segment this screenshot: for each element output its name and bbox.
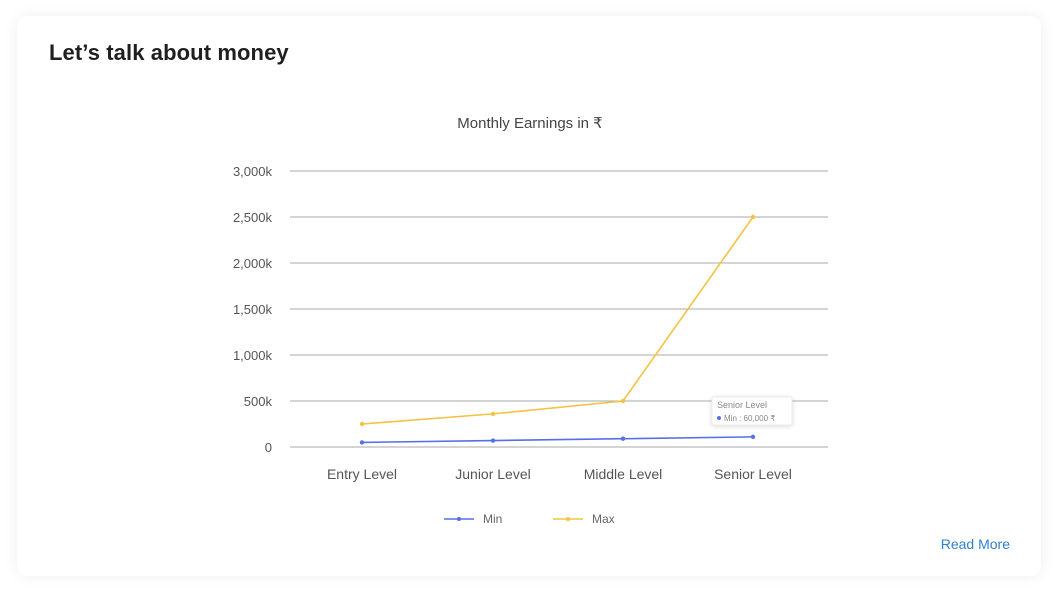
read-more-link[interactable]: Read More — [940, 536, 1010, 552]
data-point-max[interactable] — [490, 411, 496, 417]
x-tick-label: Junior Level — [455, 466, 531, 482]
x-tick-label: Senior Level — [714, 466, 792, 482]
y-tick-label: 0 — [265, 440, 272, 455]
tooltip-value: Min : 60,000 ₹ — [724, 414, 775, 423]
earnings-card: Let’s talk about money Read More — [17, 16, 1041, 576]
tooltip-title: Senior Level — [717, 400, 767, 410]
data-point-min[interactable] — [490, 438, 496, 443]
y-tick-label: 1,000k — [233, 348, 273, 363]
x-tick-label: Entry Level — [327, 466, 397, 482]
y-tick-label: 500k — [244, 394, 273, 409]
chart-title: Monthly Earnings in ₹ — [457, 115, 602, 132]
data-point-max[interactable] — [359, 421, 365, 427]
legend-marker-max — [566, 517, 570, 521]
data-point-min[interactable] — [359, 440, 365, 445]
tooltip-swatch — [717, 416, 721, 420]
x-tick-label: Middle Level — [584, 466, 663, 482]
y-tick-label: 2,500k — [233, 210, 273, 225]
data-point-max[interactable] — [750, 214, 756, 220]
data-point-min[interactable] — [620, 436, 626, 441]
y-tick-label: 3,000k — [233, 164, 273, 179]
legend-marker-min — [457, 517, 461, 521]
series-line-max — [361, 216, 754, 425]
data-point-min[interactable] — [750, 434, 756, 440]
y-tick-label: 1,500k — [233, 302, 273, 317]
data-point-max[interactable] — [620, 398, 626, 404]
tooltip-box — [711, 396, 793, 426]
card-title: Let’s talk about money — [49, 40, 289, 65]
y-tick-label: 2,000k — [233, 256, 273, 271]
legend-label-min[interactable]: Min — [483, 512, 502, 526]
series-line-min — [361, 436, 754, 444]
legend-label-max[interactable]: Max — [592, 512, 615, 526]
